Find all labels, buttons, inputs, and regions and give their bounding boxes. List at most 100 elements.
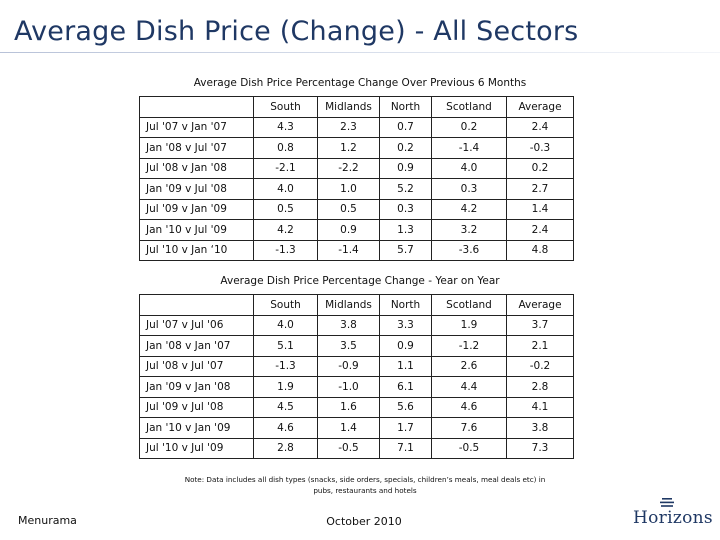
- table-cell: 7.3: [506, 437, 574, 459]
- table-cell: 3.8: [506, 417, 574, 439]
- table-cell: 4.0: [253, 314, 318, 336]
- table-cell: 4.3: [253, 116, 318, 138]
- table-cell: 3.7: [506, 314, 574, 336]
- table-cell: 0.7: [379, 116, 432, 138]
- table-cell: 1.9: [253, 376, 318, 398]
- table-cell: 4.2: [253, 219, 318, 241]
- table-row: Jan '08 v Jan '07 5.1 3.5 0.9 -1.2 2.1: [139, 335, 574, 357]
- table-cell: 0.9: [317, 219, 380, 241]
- table-cell: 1.6: [317, 396, 380, 418]
- table-row: Jan '10 v Jul '09 4.2 0.9 1.3 3.2 2.4: [139, 219, 574, 241]
- table-cell: 7.6: [431, 417, 507, 439]
- table-cell: -1.3: [253, 239, 318, 261]
- title-divider: [0, 52, 720, 53]
- table-cell: 4.6: [253, 417, 318, 439]
- table-cell: 3.2: [431, 219, 507, 241]
- horizons-logo: Horizons: [630, 498, 713, 530]
- table-row: Jan '09 v Jul '08 4.0 1.0 5.2 0.3 2.7: [139, 178, 574, 200]
- table-row: Jul '07 v Jan '07 4.3 2.3 0.7 0.2 2.4: [139, 116, 574, 138]
- table-cell: 0.2: [506, 157, 574, 179]
- column-header: Average: [506, 294, 574, 316]
- table-cell: 2.4: [506, 116, 574, 138]
- table-row: Jul '07 v Jul '06 4.0 3.8 3.3 1.9 3.7: [139, 314, 574, 336]
- row-label: Jul '10 v Jul '09: [139, 437, 254, 459]
- table-cell: 4.0: [253, 178, 318, 200]
- column-header: South: [253, 294, 318, 316]
- table-header-row: South Midlands North Scotland Average: [139, 96, 574, 118]
- column-header: [139, 294, 254, 316]
- table-cell: 2.7: [506, 178, 574, 200]
- table-cell: 0.3: [379, 198, 432, 220]
- table-row: Jul '08 v Jul '07 -1.3 -0.9 1.1 2.6 -0.2: [139, 355, 574, 377]
- table-cell: -0.2: [506, 355, 574, 377]
- table-cell: 2.1: [506, 335, 574, 357]
- table-cell: 4.4: [431, 376, 507, 398]
- year-on-year-change-table: South Midlands North Scotland Average Ju…: [139, 294, 574, 459]
- logo-wordmark: Horizons: [633, 508, 713, 528]
- table-cell: 4.8: [506, 239, 574, 261]
- table-row: Jul '10 v Jul '09 2.8 -0.5 7.1 -0.5 7.3: [139, 437, 574, 459]
- table-cell: 1.4: [506, 198, 574, 220]
- table-row: Jan '09 v Jan '08 1.9 -1.0 6.1 4.4 2.8: [139, 376, 574, 398]
- table-cell: 0.2: [379, 137, 432, 159]
- table-cell: -1.2: [431, 335, 507, 357]
- table-cell: -1.3: [253, 355, 318, 377]
- table-row: Jul '10 v Jan ‘10 -1.3 -1.4 5.7 -3.6 4.8: [139, 239, 574, 261]
- table-cell: 4.1: [506, 396, 574, 418]
- table-cell: 1.9: [431, 314, 507, 336]
- table-cell: 5.2: [379, 178, 432, 200]
- table-cell: 1.1: [379, 355, 432, 377]
- table-cell: -0.5: [431, 437, 507, 459]
- column-header: Scotland: [431, 96, 507, 118]
- table-cell: -0.3: [506, 137, 574, 159]
- row-label: Jan '09 v Jan '08: [139, 376, 254, 398]
- table-cell: 2.8: [506, 376, 574, 398]
- table-cell: 0.5: [253, 198, 318, 220]
- table-cell: 1.0: [317, 178, 380, 200]
- table-cell: -0.9: [317, 355, 380, 377]
- column-header: Scotland: [431, 294, 507, 316]
- table-header-row: South Midlands North Scotland Average: [139, 294, 574, 316]
- column-header: [139, 96, 254, 118]
- table-cell: 0.9: [379, 335, 432, 357]
- row-label: Jan '10 v Jul '09: [139, 219, 254, 241]
- table-cell: -1.0: [317, 376, 380, 398]
- table-cell: 0.5: [317, 198, 380, 220]
- table-cell: 4.6: [431, 396, 507, 418]
- table-cell: -2.2: [317, 157, 380, 179]
- data-note-line: Note: Data includes all dish types (snac…: [184, 475, 546, 484]
- column-header: North: [379, 294, 432, 316]
- row-label: Jul '10 v Jan ‘10: [139, 239, 254, 261]
- table-cell: -1.4: [431, 137, 507, 159]
- row-label: Jan '08 v Jan '07: [139, 335, 254, 357]
- table-cell: 3.5: [317, 335, 380, 357]
- table-cell: 5.7: [379, 239, 432, 261]
- row-label: Jul '09 v Jan '09: [139, 198, 254, 220]
- table-cell: 1.4: [317, 417, 380, 439]
- footer-brand: Menurama: [18, 514, 77, 527]
- table-row: Jan '10 v Jan '09 4.6 1.4 1.7 7.6 3.8: [139, 417, 574, 439]
- table-cell: 4.5: [253, 396, 318, 418]
- six-month-change-table: South Midlands North Scotland Average Ju…: [139, 96, 574, 261]
- table-cell: 2.6: [431, 355, 507, 377]
- table-cell: 2.3: [317, 116, 380, 138]
- footer-date: October 2010: [326, 515, 402, 528]
- row-label: Jul '07 v Jul '06: [139, 314, 254, 336]
- column-header: North: [379, 96, 432, 118]
- table-row: Jul '09 v Jan '09 0.5 0.5 0.3 4.2 1.4: [139, 198, 574, 220]
- year-on-year-table-caption: Average Dish Price Percentage Change - Y…: [220, 275, 500, 287]
- table-cell: 5.6: [379, 396, 432, 418]
- table-cell: -1.4: [317, 239, 380, 261]
- column-header: Average: [506, 96, 574, 118]
- table-cell: 4.2: [431, 198, 507, 220]
- table-cell: 2.4: [506, 219, 574, 241]
- table-cell: 3.8: [317, 314, 380, 336]
- column-header: Midlands: [317, 96, 380, 118]
- row-label: Jul '08 v Jan '08: [139, 157, 254, 179]
- row-label: Jan '08 v Jul '07: [139, 137, 254, 159]
- column-header: South: [253, 96, 318, 118]
- table-cell: -2.1: [253, 157, 318, 179]
- page-title: Average Dish Price (Change) - All Sector…: [14, 16, 579, 47]
- table-cell: 3.3: [379, 314, 432, 336]
- table-cell: 6.1: [379, 376, 432, 398]
